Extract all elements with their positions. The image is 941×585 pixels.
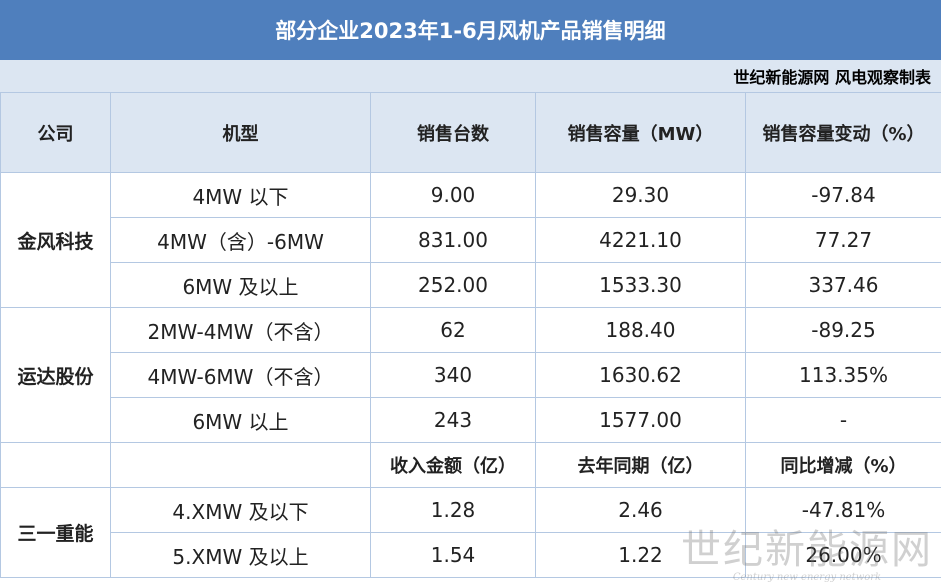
data-cell: 2.46 [535, 487, 746, 533]
data-cell: 1.28 [370, 487, 536, 533]
header-cell: 销售台数 [370, 92, 536, 173]
data-cell: 5.XMW 及以上 [110, 532, 371, 578]
data-cell: 1630.62 [535, 352, 746, 398]
company-cell: 三一重能 [0, 487, 111, 578]
data-cell: - [745, 397, 941, 443]
data-row: 6MW 及以上 252.00 1533.30 337.46 [1, 262, 941, 308]
data-cell: 62 [370, 307, 536, 353]
data-row: 金风科技 4MW 以下 9.00 29.30 -97.84 [0, 172, 941, 308]
header-cell: 机型 [110, 92, 371, 173]
data-cell: 1533.30 [535, 262, 746, 308]
empty-cell [110, 442, 371, 488]
data-row: 三一重能 4.XMW 及以下 1.28 2.46 -47.81% [0, 487, 941, 578]
data-cell: 831.00 [370, 217, 536, 263]
subheader-cell: 去年同期（亿） [535, 442, 746, 488]
subheader-cell: 收入金额（亿） [370, 442, 536, 488]
data-cell: 4MW（含）-6MW [110, 217, 371, 263]
data-cell: 1577.00 [535, 397, 746, 443]
data-cell: 243 [370, 397, 536, 443]
data-cell: 6MW 及以上 [110, 262, 371, 308]
data-cell: -47.81% [745, 487, 941, 533]
company-cell: 金风科技 [0, 172, 111, 308]
data-cell: 4.XMW 及以下 [110, 487, 371, 533]
header-cell: 销售容量（MW） [535, 92, 746, 173]
source-note: 世纪新能源网 风电观察制表 [0, 60, 941, 93]
header-cell: 销售容量变动（%） [745, 92, 941, 173]
table-body: 公司 机型 销售台数 销售容量（MW） 销售容量变动（%） 金风科技 4MW 以下 9.00 2… [0, 92, 941, 578]
data-cell: 77.27 [745, 217, 941, 263]
data-cell: 340 [370, 352, 536, 398]
data-row: 4MW-6MW（不含） 340 1630.62 113.35% [1, 352, 941, 398]
data-cell: 113.35% [745, 352, 941, 398]
data-cell: -97.84 [745, 172, 941, 218]
data-cell: 2MW-4MW（不含） [110, 307, 371, 353]
data-cell: 6MW 以上 [110, 397, 371, 443]
subheader-row: 收入金额（亿） 去年同期（亿） 同比增减（%） [0, 442, 941, 488]
table-title: 部分企业2023年1-6月风机产品销售明细 [0, 0, 941, 60]
data-cell: 188.40 [535, 307, 746, 353]
company-cell: 运达股份 [0, 307, 111, 443]
data-cell: 1.54 [370, 532, 536, 578]
header-row: 公司 机型 销售台数 销售容量（MW） 销售容量变动（%） [0, 92, 941, 173]
data-row: 5.XMW 及以上 1.54 1.22 26.00% [1, 532, 941, 578]
data-row: 6MW 以上 243 1577.00- [1, 397, 941, 443]
data-cell: 337.46 [745, 262, 941, 308]
data-cell: -89.25 [745, 307, 941, 353]
header-cell: 公司 [0, 92, 111, 173]
data-cell: 4MW 以下 [110, 172, 371, 218]
sales-table: 公司 机型 销售台数 销售容量（MW） 销售容量变动（%） 金风科技 4MW 以下 9.00 2… [0, 92, 941, 578]
data-cell: 29.30 [535, 172, 746, 218]
data-cell: 26.00% [745, 532, 941, 578]
data-cell: 1.22 [535, 532, 746, 578]
data-cell: 252.00 [370, 262, 536, 308]
data-cell: 4221.10 [535, 217, 746, 263]
data-cell: 9.00 [370, 172, 536, 218]
data-row: 4MW（含）-6MW 831.00 4221.10 77.27 [1, 217, 941, 263]
data-cell: 4MW-6MW（不含） [110, 352, 371, 398]
data-row: 运达股份 2MW-4MW（不含） 62 188.40 -89.25 [0, 307, 941, 443]
empty-cell [0, 442, 111, 488]
subheader-cell: 同比增减（%） [745, 442, 941, 488]
